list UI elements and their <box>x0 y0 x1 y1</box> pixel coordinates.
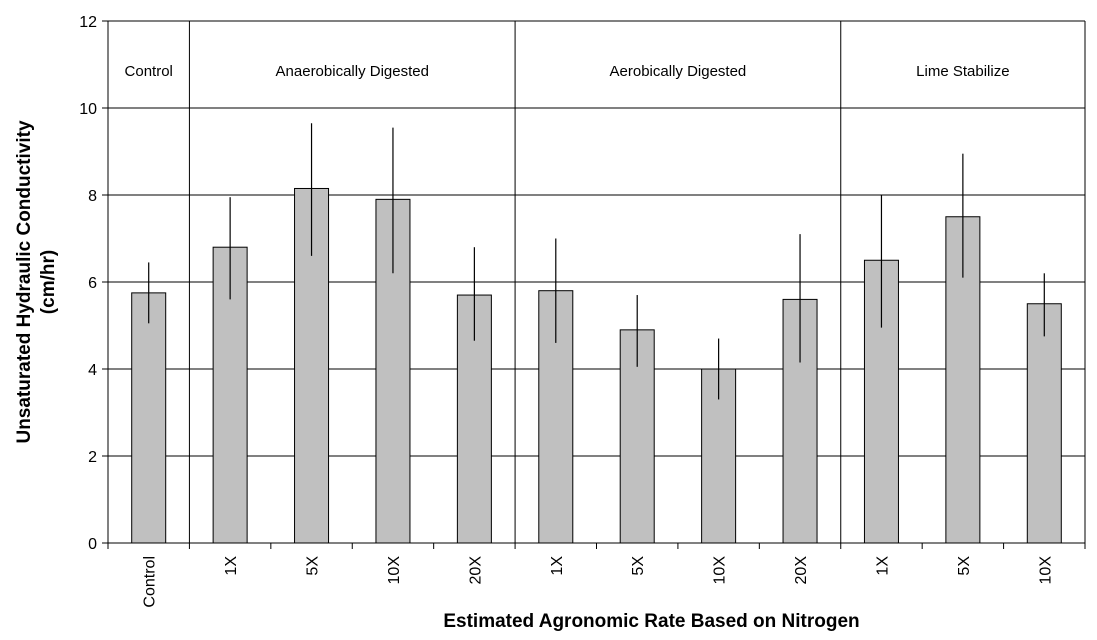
x-tick-label: 1X <box>874 556 891 576</box>
y-tick-label: 0 <box>88 536 97 553</box>
x-tick-label: 5X <box>305 556 322 576</box>
x-tick-label: 20X <box>793 556 810 585</box>
y-tick-label: 4 <box>88 362 97 379</box>
group-label: Aerobically Digested <box>610 63 747 80</box>
x-tick-label: 5X <box>956 556 973 576</box>
y-tick-label: 2 <box>88 449 97 466</box>
x-axis-title: Estimated Agronomic Rate Based on Nitrog… <box>443 611 859 632</box>
y-tick-label: 8 <box>88 188 97 205</box>
y-axis-title-line1: Unsaturated Hydraulic Conductivity <box>14 120 35 443</box>
x-tick-label: 1X <box>549 556 566 576</box>
bar <box>212 246 248 544</box>
x-tick-label: 10X <box>712 556 729 585</box>
x-tick-label: 20X <box>467 556 484 585</box>
bar <box>1026 303 1062 544</box>
y-tick-label: 10 <box>79 101 97 118</box>
x-tick-label: Control <box>142 556 159 608</box>
y-tick-label: 12 <box>79 14 97 31</box>
x-tick-label: 5X <box>630 556 647 576</box>
group-label: Lime Stabilize <box>916 63 1009 80</box>
y-axis-title-line2: (cm/hr) <box>38 250 59 314</box>
bar <box>131 292 167 544</box>
x-tick-label: 10X <box>386 556 403 585</box>
group-label: Anaerobically Digested <box>276 63 429 80</box>
y-tick-label: 6 <box>88 275 97 292</box>
x-tick-label: 10X <box>1037 556 1054 585</box>
group-label: Control <box>125 63 173 80</box>
x-tick-label: 1X <box>223 556 240 576</box>
